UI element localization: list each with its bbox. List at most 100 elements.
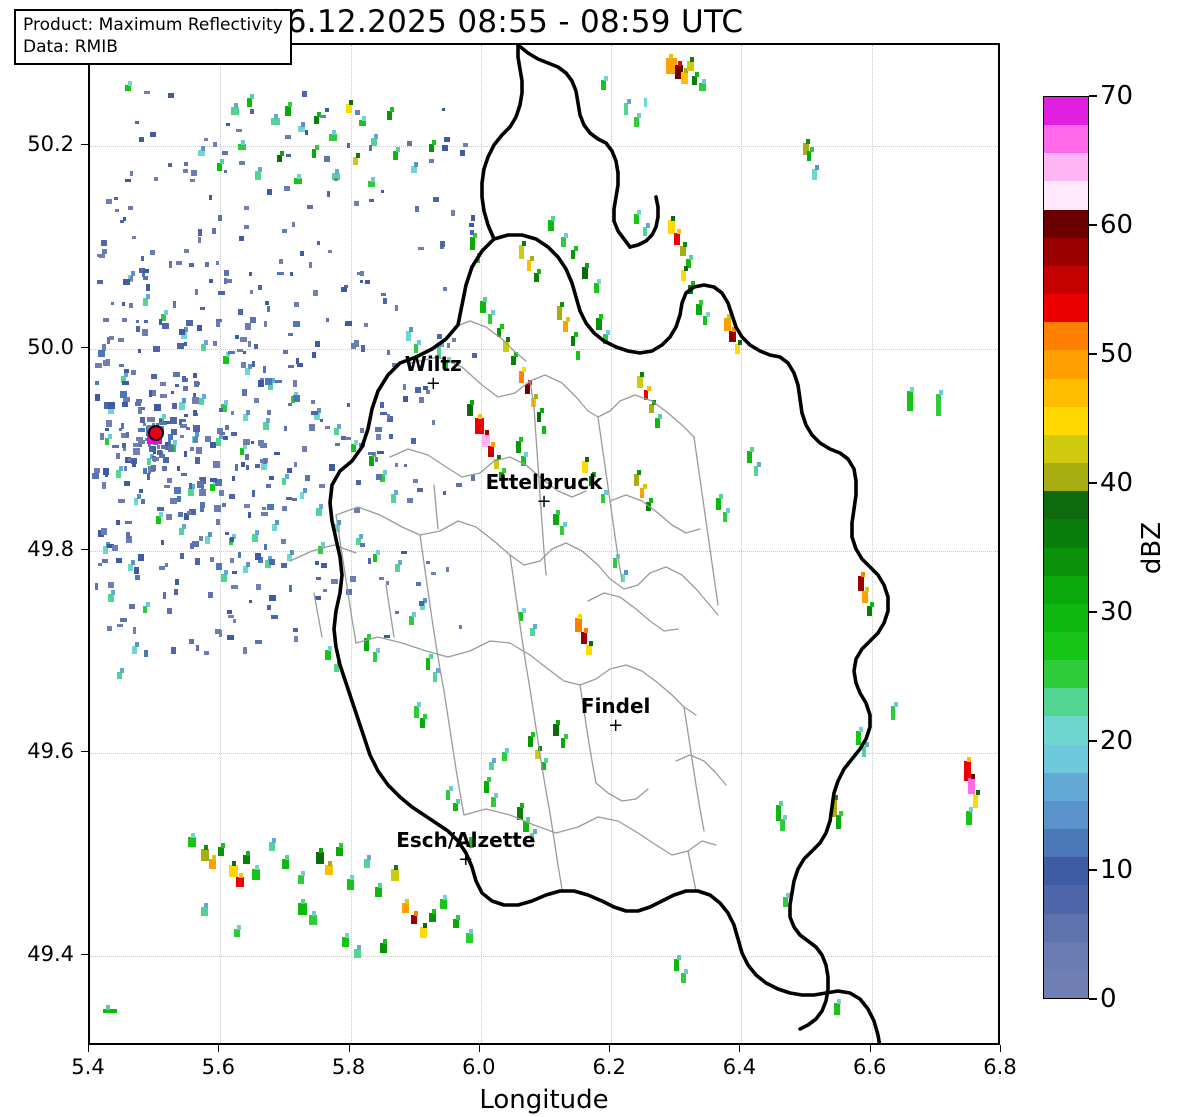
radar-echo-cell xyxy=(455,798,460,804)
radar-echo-cell xyxy=(195,431,200,437)
radar-echo-cell xyxy=(224,399,229,405)
radar-echo-cell xyxy=(452,918,460,928)
radar-clutter-pixel xyxy=(178,328,185,335)
radar-clutter-pixel xyxy=(328,463,335,471)
radar-echo-cell xyxy=(837,998,842,1004)
radar-echo-cell xyxy=(570,250,576,260)
radar-clutter-pixel xyxy=(141,329,148,337)
radar-echo-cell xyxy=(102,1008,118,1013)
radar-echo-cell xyxy=(359,120,367,127)
radar-echo-cell xyxy=(245,367,250,375)
radar-echo-cell xyxy=(179,401,185,410)
radar-clutter-pixel xyxy=(119,364,125,368)
radar-echo-cell xyxy=(216,163,223,172)
radar-clutter-pixel xyxy=(151,390,156,397)
radar-clutter-pixel xyxy=(305,474,310,481)
radar-clutter-pixel xyxy=(167,92,174,98)
radar-clutter-pixel xyxy=(103,401,109,409)
x-tick-label: 6.4 xyxy=(722,1055,757,1079)
x-tick-mark xyxy=(88,1045,89,1052)
radar-clutter-pixel xyxy=(268,475,274,480)
radar-clutter-pixel xyxy=(239,160,246,165)
radar-echo-cell xyxy=(518,370,525,383)
radar-clutter-pixel xyxy=(418,396,424,403)
radar-clutter-pixel xyxy=(360,345,365,353)
radar-echo-cell xyxy=(204,844,209,850)
colorbar-label: dBZ xyxy=(1137,521,1167,575)
radar-clutter-pixel xyxy=(141,271,145,278)
radar-echo-cell xyxy=(972,794,979,808)
radar-echo-cell xyxy=(649,403,654,413)
radar-clutter-pixel xyxy=(383,635,390,639)
radar-echo-cell xyxy=(155,515,162,524)
radar-echo-cell xyxy=(268,556,273,562)
radar-clutter-pixel xyxy=(376,433,382,440)
radar-clutter-pixel xyxy=(376,474,383,481)
radar-clutter-pixel xyxy=(147,469,151,474)
radar-echo-cell xyxy=(642,227,648,237)
radar-clutter-pixel xyxy=(213,505,221,513)
radar-clutter-pixel xyxy=(124,465,128,471)
radar-echo-cell xyxy=(966,757,971,763)
radar-clutter-pixel xyxy=(161,465,167,471)
radar-clutter-pixel xyxy=(135,402,142,407)
product-line: Product: Maximum Reflectivity xyxy=(23,15,283,35)
radar-clutter-pixel xyxy=(340,286,347,292)
radar-echo-cell xyxy=(131,560,136,566)
radar-clutter-pixel xyxy=(215,518,220,525)
radar-clutter-pixel xyxy=(203,137,208,141)
radar-clutter-pixel xyxy=(118,499,126,504)
radar-clutter-pixel xyxy=(231,432,238,437)
radar-clutter-pixel xyxy=(168,261,172,269)
radar-echo-cell xyxy=(521,455,526,466)
radar-clutter-pixel xyxy=(231,584,239,589)
radar-echo-cell xyxy=(812,169,817,181)
radar-clutter-pixel xyxy=(183,413,188,417)
radar-clutter-pixel xyxy=(368,558,372,565)
colorbar-band xyxy=(1044,660,1088,689)
radar-echo-cell xyxy=(515,440,522,453)
radar-echo-cell xyxy=(432,672,438,683)
radar-clutter-pixel xyxy=(317,241,321,246)
radar-echo-cell xyxy=(252,868,260,880)
colorbar-band xyxy=(1044,547,1088,576)
radar-clutter-pixel xyxy=(403,463,407,467)
radar-echo-cell xyxy=(633,473,640,486)
radar-clutter-pixel xyxy=(288,333,294,337)
radar-clutter-pixel xyxy=(469,230,474,236)
radar-echo-cell xyxy=(405,330,412,341)
radar-clutter-pixel xyxy=(346,143,350,149)
radar-clutter-pixel xyxy=(134,575,140,581)
radar-echo-cell xyxy=(226,351,231,357)
radar-echo-cell xyxy=(859,727,864,733)
radar-map-plot[interactable] xyxy=(88,43,1000,1045)
radar-echo-cell xyxy=(499,323,504,329)
radar-clutter-pixel xyxy=(210,441,217,448)
radar-echo-cell xyxy=(416,702,421,708)
radar-echo-cell xyxy=(328,860,333,866)
radar-clutter-pixel xyxy=(223,277,227,284)
radar-clutter-pixel xyxy=(320,563,327,569)
radar-clutter-pixel xyxy=(327,249,332,253)
radar-clutter-pixel xyxy=(267,503,275,510)
radar-clutter-pixel xyxy=(177,343,185,350)
radar-echo-cell xyxy=(530,628,536,637)
radar-echo-cell xyxy=(366,634,371,640)
radar-clutter-pixel xyxy=(121,402,128,408)
radar-clutter-pixel xyxy=(326,317,330,322)
radar-echo-cell xyxy=(228,864,238,877)
radar-clutter-pixel xyxy=(139,416,145,423)
radar-clutter-pixel xyxy=(215,629,222,635)
radar-clutter-pixel xyxy=(151,465,157,472)
radar-echo-cell xyxy=(530,732,535,738)
radar-clutter-pixel xyxy=(124,481,131,487)
radar-echo-cell xyxy=(560,738,566,749)
x-tick-mark xyxy=(218,1045,220,1052)
radar-clutter-pixel xyxy=(282,349,288,354)
radar-echo-cell xyxy=(248,363,253,369)
radar-clutter-pixel xyxy=(213,461,221,469)
radar-echo-cell xyxy=(158,511,163,517)
colorbar-band xyxy=(1044,378,1088,407)
radar-echo-cell xyxy=(468,928,473,934)
radar-clutter-pixel xyxy=(225,532,230,536)
